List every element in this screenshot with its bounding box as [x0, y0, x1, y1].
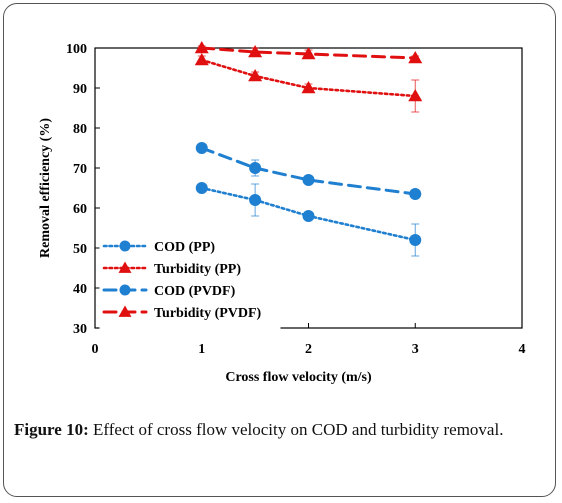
legend: COD (PP) Turbidity (PP) COD (PVDF) Turbidit… [99, 232, 281, 330]
data-point [408, 89, 423, 102]
caption-text: Effect of cross flow velocity on COD and… [88, 420, 504, 439]
x-tick-label: 4 [519, 342, 526, 357]
data-point [409, 234, 422, 246]
data-point [409, 188, 422, 200]
series-2 [195, 142, 422, 200]
y-tick-label: 60 [73, 202, 87, 217]
series-3 [194, 41, 423, 64]
data-point [249, 194, 262, 206]
legend-label: COD (PP) [154, 240, 215, 255]
legend-label: Turbidity (PVDF) [154, 306, 262, 321]
data-point [302, 210, 315, 222]
legend-marker [119, 240, 131, 252]
chart: 0 1 2 3 4 30 40 50 60 70 80 90 100 Cross flow velocit… [38, 41, 526, 385]
data-point [194, 41, 209, 54]
series-line [200, 46, 417, 60]
y-tick-label: 90 [73, 82, 87, 97]
data-point [195, 182, 208, 194]
series-1 [194, 53, 423, 113]
y-axis-label: Removal efficiency (%) [38, 118, 53, 258]
y-tick-label: 70 [73, 162, 87, 177]
x-tick-label: 0 [92, 342, 99, 357]
x-tick-label: 3 [412, 342, 419, 357]
legend-label: Turbidity (PP) [154, 262, 241, 277]
legend-marker [118, 305, 132, 317]
figure-caption: Figure 10: Effect of cross flow velocity… [14, 418, 548, 442]
y-tick-label: 30 [73, 322, 87, 337]
x-axis-label: Cross flow velocity (m/s) [225, 370, 372, 385]
y-tick-label: 80 [73, 122, 87, 137]
series-0 [195, 182, 422, 257]
series-line [200, 146, 417, 196]
caption-label: Figure 10: [14, 420, 89, 439]
axes: 0 1 2 3 4 30 40 50 60 70 80 90 100 Cross flow velocit… [38, 42, 526, 385]
data-point [301, 81, 316, 94]
data-point [195, 142, 208, 154]
data-point [194, 53, 209, 66]
legend-marker [118, 261, 132, 273]
y-tick-label: 50 [73, 242, 87, 257]
legend-label: COD (PVDF) [154, 284, 236, 299]
series-line [200, 186, 417, 242]
data-point [301, 47, 316, 60]
x-tick-label: 1 [198, 342, 205, 357]
y-tick-label: 40 [73, 282, 87, 297]
data-point [302, 174, 315, 186]
data-point [249, 162, 262, 174]
series-layer [194, 41, 423, 257]
legend-marker [119, 284, 131, 296]
data-point [408, 51, 423, 64]
data-point [248, 69, 263, 82]
x-tick-label: 2 [305, 342, 312, 357]
y-tick-label: 100 [66, 42, 87, 57]
data-point [248, 45, 263, 58]
series-line [200, 58, 417, 98]
